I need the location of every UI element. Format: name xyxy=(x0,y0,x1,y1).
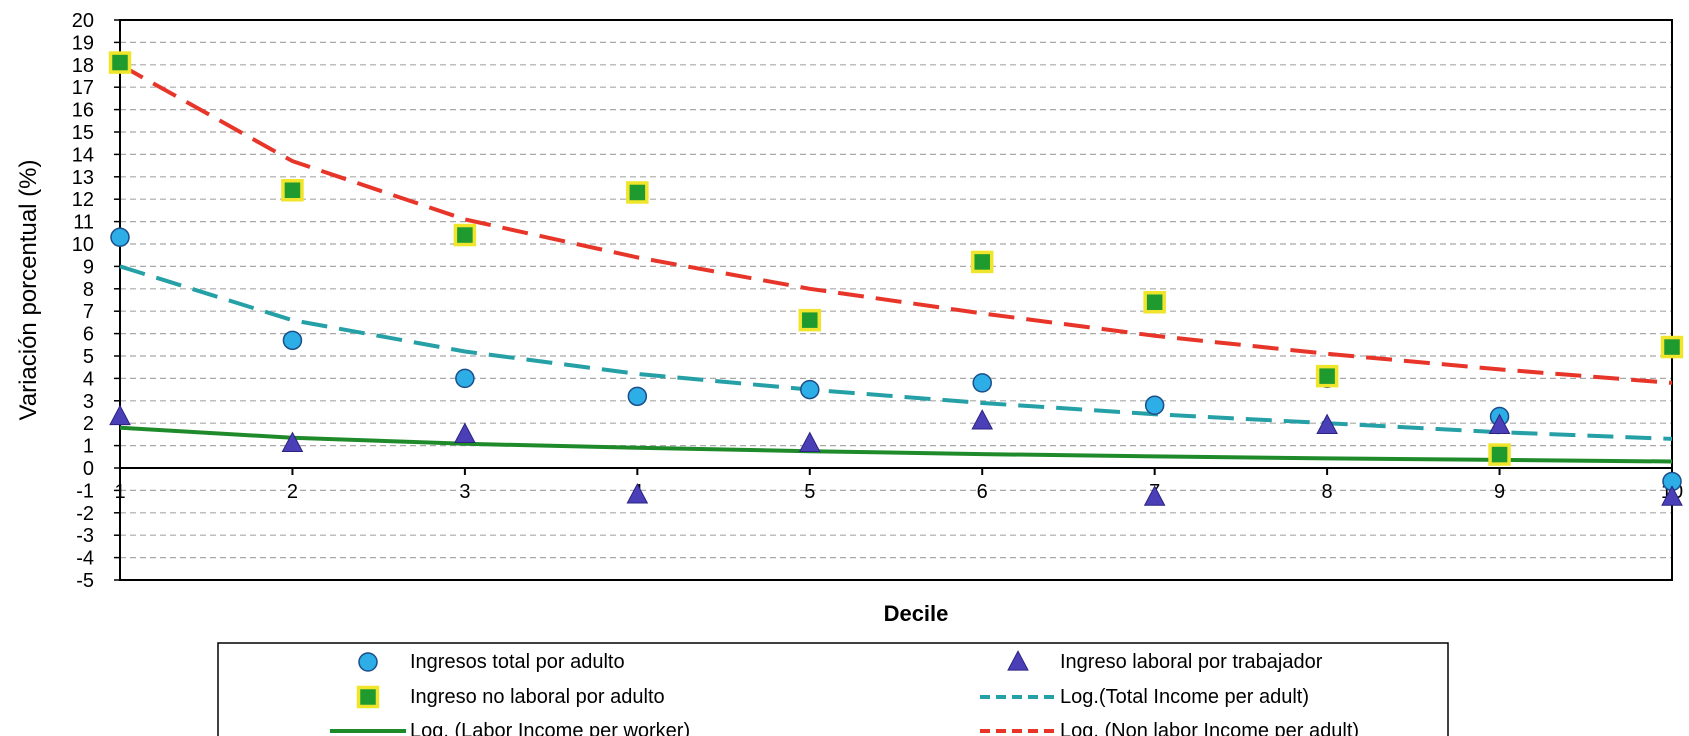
y-tick-label: -5 xyxy=(76,570,94,592)
legend-label-2: Ingreso no laboral por adulto xyxy=(410,686,665,708)
marker-2-8 xyxy=(1488,443,1511,466)
legend-label-0: Ingresos total por adulto xyxy=(410,651,625,673)
marker-2-9 xyxy=(1660,335,1684,359)
y-tick-label: 19 xyxy=(72,32,94,54)
x-axis-title: Decile xyxy=(884,601,949,626)
legend-label-4: Log. (Labor Income per worker) xyxy=(410,720,690,736)
y-tick-label: 1 xyxy=(83,436,94,458)
marker-0-0 xyxy=(110,227,130,248)
legend-symbol-1 xyxy=(1007,650,1029,671)
marker-2-6 xyxy=(1143,290,1166,314)
y-tick-label: 5 xyxy=(83,346,94,368)
data-markers xyxy=(108,51,1684,506)
legend-label-1: Ingreso laboral por trabajador xyxy=(1060,651,1323,673)
marker-2-2 xyxy=(453,223,477,247)
y-tick-label: 9 xyxy=(83,256,94,278)
legend: Ingresos total por adulto Ingreso laboral… xyxy=(217,642,1449,736)
x-tick-label: 3 xyxy=(459,481,470,503)
y-tick-label: 10 xyxy=(72,234,94,256)
legend-item-0: Ingresos total por adulto xyxy=(358,651,625,673)
trend-lines xyxy=(119,63,1673,464)
marker-0-3 xyxy=(627,386,648,407)
marker-1-1 xyxy=(281,431,304,452)
x-tick-label: 9 xyxy=(1494,481,1505,503)
marker-2-4 xyxy=(798,308,822,332)
trend-line-4 xyxy=(119,425,1673,464)
x-tick-label: 5 xyxy=(804,481,815,503)
x-tick-label: 2 xyxy=(287,481,298,503)
legend-item-4: Log. (Labor Income per worker) xyxy=(330,720,690,736)
marker-2-3 xyxy=(626,181,649,204)
y-tick-label: 2 xyxy=(83,413,94,435)
plot-area-frame xyxy=(119,19,1673,581)
legend-item-2: Ingreso no laboral por adulto xyxy=(356,685,665,709)
y-tick-label: -3 xyxy=(76,525,94,547)
y-tick-label: 15 xyxy=(72,122,94,144)
gridlines xyxy=(120,41,1672,559)
legend-symbol-2 xyxy=(356,685,380,709)
marker-1-3 xyxy=(626,483,649,504)
marker-2-0 xyxy=(108,51,132,74)
marker-2-7 xyxy=(1315,364,1339,388)
marker-0-4 xyxy=(800,379,820,400)
marker-2-1 xyxy=(281,178,304,202)
y-tick-label: -1 xyxy=(76,480,94,502)
marker-1-0 xyxy=(109,404,131,426)
x-tick-label: 1 xyxy=(114,481,125,503)
legend-item-1: Ingreso laboral por trabajador xyxy=(1007,650,1323,673)
y-tick-label: 12 xyxy=(72,189,94,211)
y-tick-label: 7 xyxy=(83,301,94,323)
x-tick-label: 8 xyxy=(1322,481,1333,503)
marker-1-2 xyxy=(454,422,476,443)
y-tick-label: 3 xyxy=(83,391,94,413)
marker-1-7 xyxy=(1316,413,1338,435)
marker-1-5 xyxy=(971,409,994,430)
y-tick-label: 17 xyxy=(72,77,94,99)
y-tick-label: 13 xyxy=(72,167,94,189)
y-tick-label: 8 xyxy=(83,279,94,301)
y-tick-label: 0 xyxy=(83,458,94,480)
legend-symbol-0 xyxy=(358,652,378,672)
y-axis-title: Variación porcentual (%) xyxy=(15,159,42,420)
y-tick-label: 20 xyxy=(72,10,94,32)
legend-label-3: Log.(Total Income per adult) xyxy=(1060,686,1309,708)
legend-label-5: Log. (Non labor Income per adult) xyxy=(1060,720,1359,736)
marker-1-6 xyxy=(1143,485,1166,506)
legend-items: Ingresos total por adulto Ingreso laboral… xyxy=(330,650,1359,736)
y-tick-label: 4 xyxy=(83,368,94,390)
trend-line-5 xyxy=(119,63,1673,385)
marker-0-1 xyxy=(282,330,303,351)
trend-line-3 xyxy=(119,264,1673,441)
marker-0-6 xyxy=(1144,395,1165,416)
y-tick-label: 14 xyxy=(72,144,94,166)
legend-item-3: Log.(Total Income per adult) xyxy=(980,686,1309,708)
y-tick-label: 18 xyxy=(72,55,94,77)
axes xyxy=(119,467,1673,475)
marker-1-4 xyxy=(798,431,821,452)
marker-0-2 xyxy=(455,368,475,389)
y-tick-label: -2 xyxy=(76,503,94,525)
y-tick-labels: -5-4-3-2-1012345678910111213141516171819… xyxy=(72,10,120,592)
marker-1-8 xyxy=(1488,413,1511,435)
marker-1-9 xyxy=(1661,485,1683,506)
y-tick-label: -4 xyxy=(76,548,94,570)
marker-2-5 xyxy=(970,250,994,274)
legend-frame xyxy=(217,642,1449,736)
y-tick-label: 16 xyxy=(72,100,94,122)
x-tick-label: 6 xyxy=(977,481,988,503)
y-tick-label: 11 xyxy=(73,212,94,234)
marker-0-5 xyxy=(972,373,992,393)
y-tick-label: 6 xyxy=(83,324,94,346)
legend-item-5: Log. (Non labor Income per adult) xyxy=(980,720,1359,736)
